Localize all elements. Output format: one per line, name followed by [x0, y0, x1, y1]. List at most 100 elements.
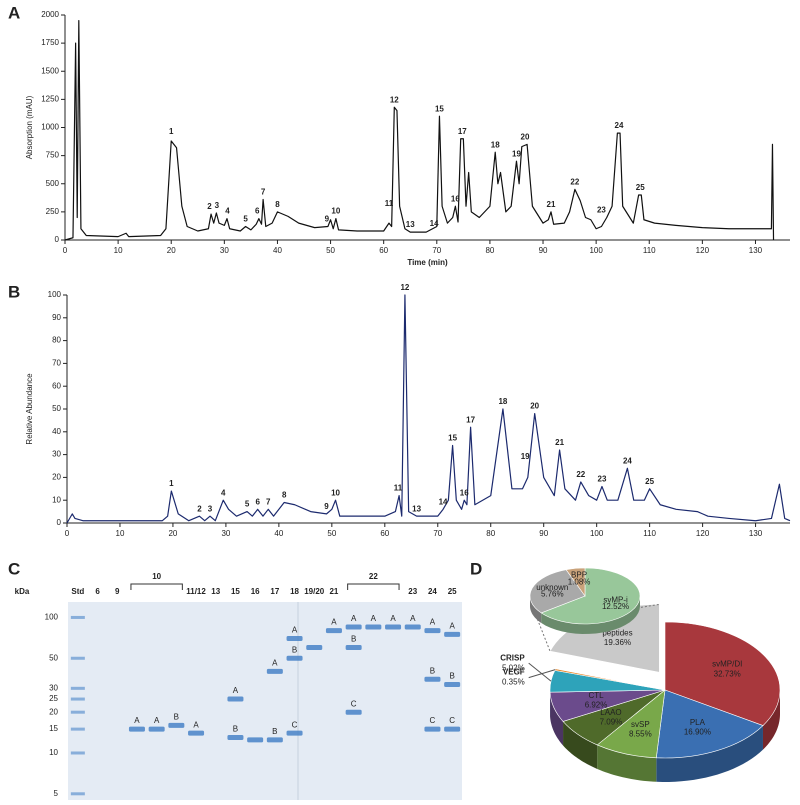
band — [168, 722, 185, 728]
band — [286, 655, 303, 661]
band-label: B — [351, 635, 356, 644]
band — [148, 726, 165, 732]
slice-side — [541, 596, 640, 634]
leader-line — [528, 662, 552, 682]
peak-label: 11 — [394, 484, 403, 493]
y-tick-label: 1250 — [41, 94, 59, 103]
slice — [664, 621, 781, 726]
x-tick-label: 10 — [116, 529, 125, 538]
peak-label: 17 — [466, 415, 475, 424]
band-label: A — [390, 614, 396, 623]
peak-label: 1 — [169, 479, 174, 488]
peak-label: 22 — [570, 177, 579, 186]
y-tick-label: 0 — [55, 235, 60, 244]
peak-label: 1 — [169, 127, 174, 136]
slice-side — [762, 690, 780, 750]
peak-label: 20 — [521, 132, 530, 141]
slice-side — [550, 692, 564, 746]
y-tick-label: 5 — [54, 789, 59, 798]
y-tick-label: 750 — [46, 151, 60, 160]
band-label: A — [292, 626, 298, 635]
peak-label: 23 — [598, 475, 607, 484]
peak-label: 14 — [430, 219, 439, 228]
band-label: A — [371, 614, 377, 623]
x-tick-label: 80 — [485, 246, 494, 255]
x-tick-label: 20 — [167, 246, 176, 255]
peak-label: 25 — [645, 477, 654, 486]
y-tick-label: 40 — [52, 427, 61, 436]
y-tick-label: 60 — [52, 381, 61, 390]
band-label: A — [272, 658, 278, 667]
band-label: A — [233, 686, 239, 695]
peak-label: 16 — [460, 488, 469, 497]
slice-label: svMP-i — [603, 596, 628, 605]
band — [247, 737, 264, 743]
y-tick-label: 250 — [46, 207, 60, 216]
y-tick-label: 50 — [49, 653, 58, 662]
peak-label: 25 — [636, 183, 645, 192]
band — [424, 676, 441, 682]
peak-label: 18 — [491, 140, 500, 149]
band — [345, 624, 362, 630]
band — [424, 726, 441, 732]
slice-side — [530, 596, 542, 623]
marker-band — [70, 697, 85, 701]
band-label: C — [292, 720, 298, 729]
lane-label: 19/20 — [304, 587, 325, 596]
band — [286, 635, 303, 641]
band — [345, 645, 362, 651]
peak-label: 2 — [197, 504, 202, 513]
band — [345, 709, 362, 715]
lane-bracket — [347, 583, 400, 590]
lane-bracket — [130, 583, 183, 590]
band-label: A — [410, 614, 416, 623]
peak-label: 24 — [615, 121, 624, 130]
x-tick-label: 50 — [326, 246, 335, 255]
peak-label: 13 — [406, 220, 415, 229]
peak-label: 15 — [435, 104, 444, 113]
y-tick-label: 20 — [49, 707, 58, 716]
slice-side — [563, 721, 598, 769]
band — [385, 624, 402, 630]
marker-band — [70, 751, 85, 755]
marker-band — [70, 686, 85, 690]
band-label: C — [430, 716, 436, 725]
band-label: C — [351, 699, 357, 708]
x-tick-label: 70 — [432, 246, 441, 255]
slice-value: 5.02% — [502, 663, 525, 672]
band-label: A — [331, 618, 337, 627]
marker-band — [70, 615, 85, 619]
y-tick-label: 90 — [52, 313, 61, 322]
band-label: A — [449, 621, 455, 630]
y-tick-label: 70 — [52, 359, 61, 368]
lane-label: 13 — [211, 587, 220, 596]
lane-label: 24 — [428, 587, 437, 596]
band — [365, 624, 382, 630]
lane-label: 16 — [251, 587, 260, 596]
x-tick-label: 0 — [63, 246, 68, 255]
x-tick-label: 120 — [696, 529, 710, 538]
peak-label: 14 — [439, 497, 448, 506]
peak-label: 9 — [324, 502, 329, 511]
lane-label: 18 — [290, 587, 299, 596]
peak-label: 19 — [512, 149, 521, 158]
band — [266, 668, 283, 674]
band-label: B — [430, 666, 435, 675]
peak-label: 8 — [275, 200, 280, 209]
x-tick-label: 90 — [539, 529, 548, 538]
band — [424, 628, 441, 634]
peak-label: 3 — [208, 504, 213, 513]
x-tick-label: 0 — [65, 529, 70, 538]
slice — [565, 567, 586, 597]
peak-label: 12 — [400, 283, 409, 292]
slice — [554, 668, 666, 691]
y-tick-label: 30 — [52, 450, 61, 459]
band-label: C — [449, 716, 455, 725]
peak-label: 15 — [448, 434, 457, 443]
peak-label: 7 — [266, 497, 271, 506]
kda-label: kDa — [15, 587, 30, 596]
slice-label: LAAO — [600, 708, 621, 717]
y-tick-label: 50 — [52, 404, 61, 413]
lane-label: 22 — [369, 572, 378, 581]
